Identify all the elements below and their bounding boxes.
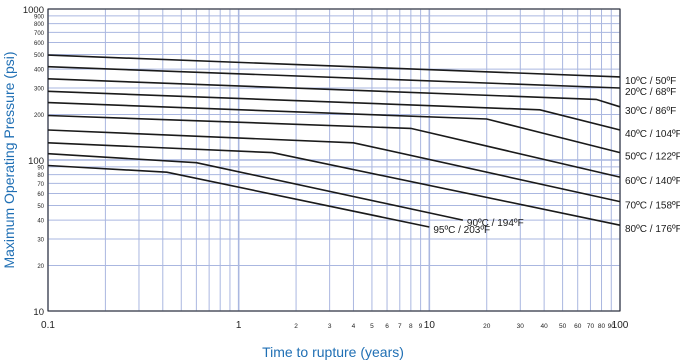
x-tick-label: 9 — [419, 323, 423, 330]
x-tick-label: 3 — [328, 323, 332, 330]
y-tick-label: 1000 — [23, 5, 44, 16]
series-label: 80ºC / 176ºF — [625, 224, 680, 235]
y-tick-label: 500 — [34, 53, 45, 59]
grid-layer — [48, 9, 620, 311]
x-axis-label: Time to rupture (years) — [262, 344, 404, 360]
y-tick-label: 100 — [28, 156, 44, 167]
x-tick-label: 100 — [612, 320, 629, 331]
y-tick-label: 800 — [34, 22, 45, 28]
x-tick-label: 6 — [385, 323, 389, 330]
series-label: 20ºC / 68ºF — [625, 87, 676, 98]
y-tick-label: 200 — [34, 113, 45, 119]
y-tick-label: 10 — [33, 307, 44, 318]
y-tick-label: 50 — [37, 204, 44, 210]
y-tick-label: 600 — [34, 41, 45, 47]
x-tick-label: 8 — [409, 323, 413, 330]
x-tick-label: 80 — [598, 323, 606, 330]
series-label: 70ºC / 158ºF — [625, 201, 680, 212]
y-tick-label: 700 — [34, 31, 45, 37]
y-tick-labels: 1020304050607080901002003004005006007008… — [23, 5, 45, 318]
series-label: 60ºC / 140ºF — [625, 176, 680, 187]
y-axis-label: Maximum Operating Pressure (psi) — [1, 51, 17, 268]
x-tick-label: 1 — [236, 320, 242, 331]
x-tick-label: 7 — [398, 323, 402, 330]
y-tick-label: 400 — [34, 68, 45, 74]
x-tick-label: 30 — [517, 323, 525, 330]
series-layer — [48, 55, 620, 227]
x-tick-label: 2 — [294, 323, 298, 330]
x-tick-label: 10 — [424, 320, 436, 331]
y-tick-label: 60 — [37, 192, 44, 198]
x-tick-label: 40 — [541, 323, 549, 330]
x-tick-label: 70 — [587, 323, 595, 330]
x-tick-label: 50 — [559, 323, 567, 330]
series-label: 30ºC / 86ºF — [625, 106, 676, 117]
series-label: 95ºC / 203ºF — [433, 225, 490, 236]
y-tick-label: 40 — [37, 219, 44, 225]
x-tick-label: 60 — [574, 323, 582, 330]
y-tick-label: 30 — [37, 237, 44, 243]
series-label: 40ºC / 104ºF — [625, 129, 680, 140]
x-tick-label: 4 — [352, 323, 356, 330]
series-line — [48, 154, 463, 220]
series-line — [48, 143, 620, 225]
series-line — [48, 55, 620, 77]
y-tick-label: 300 — [34, 86, 45, 92]
y-tick-label: 80 — [37, 173, 44, 179]
y-tick-label: 20 — [37, 264, 44, 270]
y-tick-label: 70 — [37, 182, 44, 188]
series-line — [48, 67, 620, 88]
x-tick-label: 0.1 — [41, 320, 55, 331]
series-label: 10ºC / 50ºF — [625, 76, 676, 87]
series-label: 50ºC / 122ºF — [625, 152, 680, 163]
x-tick-label: 20 — [483, 323, 491, 330]
x-tick-label: 5 — [370, 323, 374, 330]
